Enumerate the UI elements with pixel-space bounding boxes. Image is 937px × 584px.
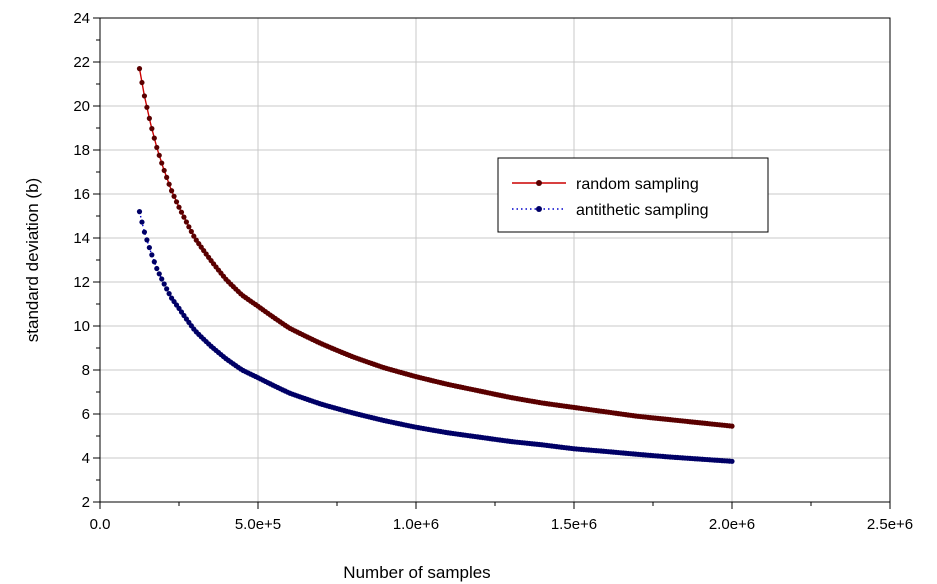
data-point: [156, 271, 162, 277]
y-tick-label: 12: [73, 274, 90, 291]
data-point: [186, 224, 192, 230]
data-point: [729, 458, 735, 464]
series-line-random: [138, 68, 733, 427]
data-point: [139, 79, 145, 86]
x-tick-label: 2.5e+6: [867, 516, 913, 533]
data-point: [141, 229, 148, 235]
y-tick-label: 4: [82, 450, 90, 467]
data-point: [729, 423, 735, 429]
data-point: [161, 281, 167, 287]
data-point: [144, 104, 150, 110]
data-point: [136, 66, 143, 72]
x-tick-label: 0.0: [90, 516, 111, 533]
data-point: [176, 204, 182, 210]
plot-frame: [99, 17, 891, 503]
y-axis-label: standard deviation (b): [23, 178, 42, 342]
y-tick-label: 18: [73, 142, 90, 159]
data-point: [136, 209, 143, 215]
legend-label-antithetic: antithetic sampling: [576, 202, 709, 219]
series-layer: [136, 66, 735, 464]
y-tick-label: 16: [73, 186, 90, 203]
legend-label-random: random sampling: [576, 176, 699, 193]
data-point: [146, 244, 152, 251]
legend-marker-antithetic: [536, 206, 542, 212]
data-point: [159, 276, 165, 282]
data-point: [146, 115, 152, 121]
data-point: [139, 219, 145, 225]
legend: random sampling antithetic sampling: [497, 157, 769, 233]
data-point: [149, 126, 155, 132]
x-tick-label: 1.0e+6: [393, 516, 439, 533]
data-point: [164, 174, 170, 180]
legend-box: [497, 157, 769, 233]
data-point: [166, 291, 172, 297]
y-tick-label: 20: [73, 98, 90, 115]
data-point: [183, 219, 190, 225]
series-antithetic: [136, 209, 735, 464]
y-tick-label: 24: [73, 10, 90, 27]
y-tick-label: 10: [73, 318, 90, 335]
data-point: [151, 135, 157, 141]
x-tick-label: 2.0e+6: [709, 516, 755, 533]
data-point: [173, 199, 180, 205]
data-point: [171, 193, 177, 199]
series-line-antithetic: [138, 211, 733, 462]
data-point: [154, 265, 160, 272]
grid: [100, 18, 890, 502]
y-tick-label: 6: [82, 406, 90, 423]
data-point: [161, 167, 167, 174]
y-tick-label: 22: [73, 54, 90, 71]
data-point: [166, 181, 172, 187]
data-point: [156, 152, 162, 158]
axes: [93, 17, 891, 509]
data-point: [159, 160, 165, 166]
data-point: [141, 93, 148, 99]
data-point: [168, 188, 175, 194]
data-point: [149, 252, 155, 258]
y-tick-label: 14: [73, 230, 90, 247]
series-random: [136, 66, 735, 429]
x-axis-label: Number of samples: [343, 563, 490, 582]
legend-marker-random: [536, 180, 542, 186]
data-point: [191, 233, 197, 239]
data-point: [154, 144, 160, 151]
data-point: [144, 237, 150, 243]
data-point: [164, 286, 170, 292]
x-tick-label: 5.0e+5: [235, 516, 281, 533]
data-point: [151, 259, 157, 265]
y-tick-label: 8: [82, 362, 90, 379]
data-point: [188, 228, 194, 235]
data-point: [181, 214, 187, 220]
data-point: [178, 209, 185, 215]
x-tick-label: 1.5e+6: [551, 516, 597, 533]
y-tick-label: 2: [82, 494, 90, 511]
